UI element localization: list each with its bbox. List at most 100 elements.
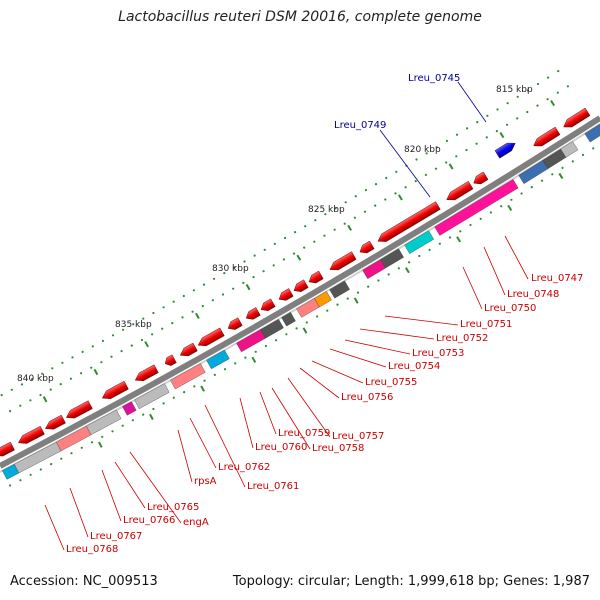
- leader-line-1: [379, 129, 431, 198]
- leader-line-15: [204, 404, 246, 488]
- scale-dot: [581, 153, 585, 156]
- scale-dot: [39, 393, 42, 397]
- scale-dot: [100, 361, 103, 364]
- scale-dot: [172, 300, 175, 303]
- gene-label-lreu-0748[interactable]: Lreu_0748: [507, 289, 559, 300]
- scale-dot: [71, 356, 74, 359]
- scale-dot: [438, 242, 441, 245]
- scale-dot: [541, 179, 544, 182]
- gene-arrow-3-shape: [65, 400, 93, 419]
- gene-label-lreu-0754[interactable]: Lreu_0754: [388, 361, 440, 372]
- gene-label-lreu-0749[interactable]: Lreu_0749: [334, 120, 386, 131]
- scale-dot: [304, 225, 307, 228]
- scale-dot: [506, 102, 509, 105]
- scale-dot: [561, 166, 564, 169]
- scale-dot: [140, 338, 143, 342]
- gene-label-lreu-0762[interactable]: Lreu_0762: [218, 462, 270, 473]
- gene-label-lreu-0758[interactable]: Lreu_0758: [312, 443, 364, 454]
- scale-dot: [272, 264, 275, 267]
- gene-arrow-8: [197, 327, 225, 347]
- scale-dot: [242, 281, 245, 284]
- scale-tick: [558, 172, 564, 180]
- gene-label-lreu-0755[interactable]: Lreu_0755: [365, 377, 417, 388]
- scale-dot: [448, 236, 452, 239]
- scale-dot: [316, 315, 319, 318]
- gene-label-lreu-0766[interactable]: Lreu_0766: [123, 515, 175, 526]
- gene-track: [0, 107, 591, 457]
- gene-arrow-17: [377, 201, 441, 242]
- scale-dot: [191, 310, 194, 313]
- scale-dot: [193, 385, 196, 388]
- leader-line-5: [384, 315, 459, 326]
- scale-tick: [550, 100, 556, 107]
- leader-line-11: [287, 377, 331, 438]
- scale-dot: [151, 333, 154, 336]
- gene-label-lreu-0756[interactable]: Lreu_0756: [341, 392, 393, 403]
- scale-dot: [354, 195, 357, 198]
- gene-label-lreu-0751[interactable]: Lreu_0751: [460, 319, 512, 330]
- gene-label-lreu-0760[interactable]: Lreu_0760: [255, 442, 307, 453]
- scale-dot: [469, 223, 472, 227]
- scale-dot: [192, 289, 195, 292]
- leader-line-21: [69, 487, 89, 538]
- scale-dot: [203, 379, 206, 382]
- scale-dot: [80, 372, 83, 375]
- feature-box-9: [260, 319, 284, 339]
- gene-label-lreu-0765[interactable]: Lreu_0765: [147, 502, 199, 513]
- scale-dot: [536, 82, 540, 86]
- scale-dot: [50, 463, 53, 466]
- scale-tick: [245, 283, 251, 291]
- gene-label-enga[interactable]: engA: [183, 517, 209, 528]
- scale-dot: [414, 180, 417, 183]
- scale-dot: [263, 248, 266, 251]
- leader-line-16: [189, 417, 217, 469]
- scale-dot: [434, 167, 438, 170]
- scale-dot: [243, 260, 246, 263]
- scale-label-825: 825 kbp: [308, 205, 345, 215]
- scale-dot: [90, 366, 93, 369]
- gene-label-lreu-0745[interactable]: Lreu_0745: [408, 73, 460, 84]
- scale-dot: [234, 362, 237, 365]
- scale-dot: [172, 396, 175, 399]
- scale-label-815: 815 kbp: [496, 85, 533, 95]
- gene-arrow-4: [101, 380, 129, 399]
- scale-dot: [244, 356, 247, 359]
- leader-line-14: [239, 397, 254, 449]
- scale-dot: [275, 339, 278, 342]
- scale-dot: [232, 287, 235, 290]
- scale-dot: [495, 130, 498, 133]
- gene-label-lreu-0759[interactable]: Lreu_0759: [278, 428, 330, 439]
- scale-dot: [171, 322, 174, 325]
- scale-label-830: 830 kbp: [212, 264, 249, 274]
- scale-dot: [9, 484, 12, 487]
- scale-dot: [500, 205, 503, 208]
- gene-arrow-14-shape: [308, 270, 324, 284]
- scale-dot: [223, 272, 226, 275]
- scale-dot: [346, 297, 349, 300]
- scale-dot: [324, 213, 327, 216]
- gene-label-lreu-0752[interactable]: Lreu_0752: [436, 333, 488, 344]
- scale-tick: [448, 163, 454, 170]
- leader-line-12: [271, 387, 311, 450]
- gene-label-lreu-0747[interactable]: Lreu_0747: [531, 273, 583, 284]
- gene-label-lreu-0761[interactable]: Lreu_0761: [247, 481, 299, 492]
- scale-tick: [347, 224, 352, 231]
- leader-line-13: [259, 391, 277, 435]
- scale-dot: [546, 98, 549, 101]
- scale-dot: [111, 334, 115, 337]
- gene-arrow-13-shape: [293, 279, 309, 292]
- gene-label-lreu-0768[interactable]: Lreu_0768: [66, 544, 118, 555]
- gene-label-lreu-0753[interactable]: Lreu_0753: [412, 348, 464, 359]
- gene-arrow-10: [245, 307, 261, 320]
- scale-dot: [122, 328, 125, 331]
- gene-label-lreu-0767[interactable]: Lreu_0767: [90, 531, 142, 542]
- gene-label-rpsa[interactable]: rpsA: [194, 476, 217, 487]
- scale-dot: [264, 344, 267, 348]
- scale-tick: [456, 236, 462, 243]
- gene-label-lreu-0750[interactable]: Lreu_0750: [484, 303, 536, 314]
- scale-dot: [181, 316, 184, 319]
- scale-dot: [10, 388, 13, 391]
- gene-label-lreu-0757[interactable]: Lreu_0757: [332, 431, 384, 442]
- scale-dot: [252, 276, 255, 279]
- scale-dot: [377, 279, 380, 282]
